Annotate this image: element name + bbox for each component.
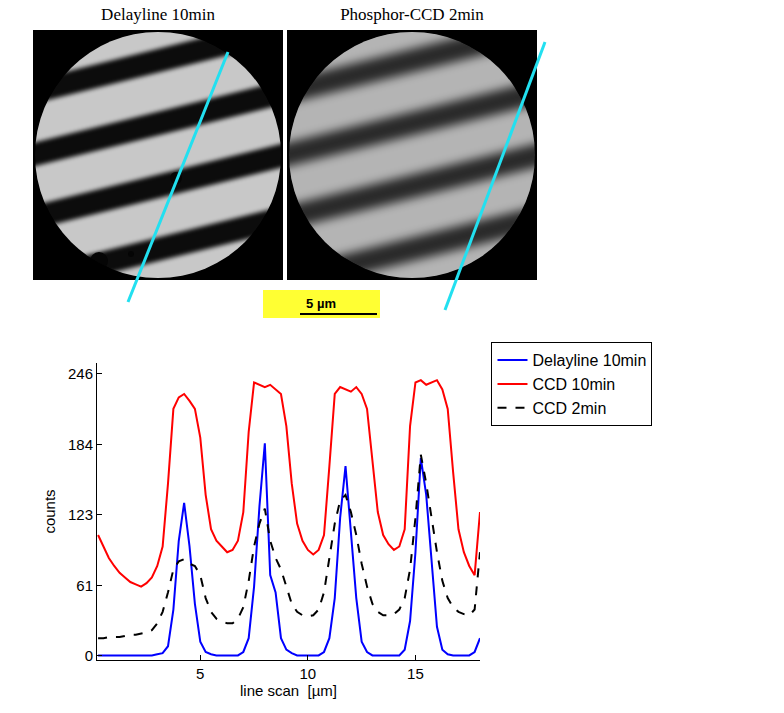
svg-text:counts: counts xyxy=(41,489,58,533)
svg-text:line scan [µm]: line scan [µm] xyxy=(240,682,337,699)
svg-text:123: 123 xyxy=(68,506,93,523)
svg-text:Delayline 10min: Delayline 10min xyxy=(532,352,646,369)
svg-text:5 µm: 5 µm xyxy=(306,296,336,311)
svg-text:184: 184 xyxy=(68,436,93,453)
svg-text:61: 61 xyxy=(76,577,93,594)
svg-text:10: 10 xyxy=(300,665,317,682)
svg-text:15: 15 xyxy=(407,665,424,682)
svg-text:Delayline 10min: Delayline 10min xyxy=(101,5,215,24)
svg-text:CCD 2min: CCD 2min xyxy=(532,400,606,417)
svg-text:Phosphor-CCD 2min: Phosphor-CCD 2min xyxy=(340,5,484,24)
svg-text:5: 5 xyxy=(196,665,204,682)
svg-text:CCD 10min: CCD 10min xyxy=(532,376,615,393)
svg-text:246: 246 xyxy=(68,365,93,382)
svg-text:0: 0 xyxy=(85,647,93,664)
